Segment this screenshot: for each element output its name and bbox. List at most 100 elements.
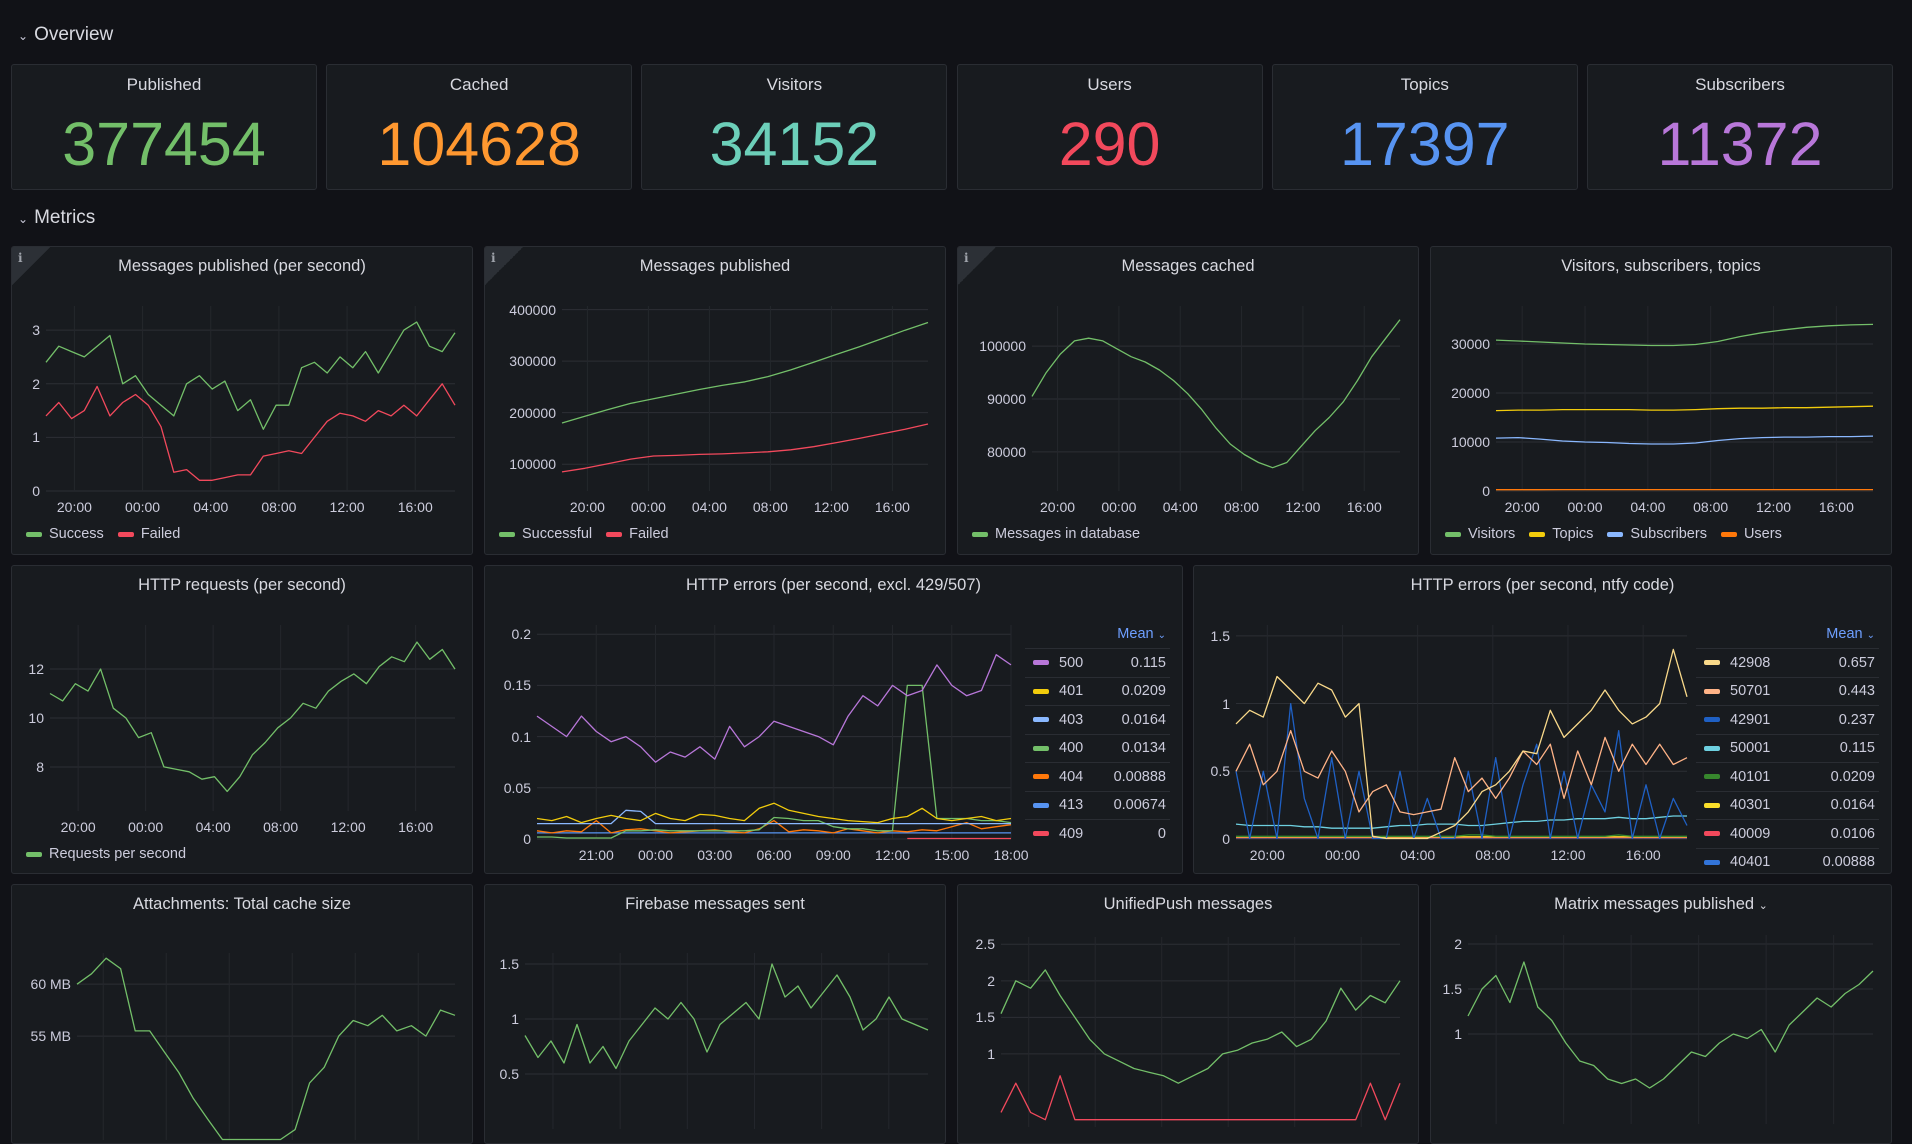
series-line[interactable] bbox=[1001, 1076, 1400, 1120]
panel-title[interactable]: Visitors, subscribers, topics bbox=[1431, 257, 1891, 276]
panel-title[interactable]: Matrix messages published ⌄ bbox=[1431, 895, 1891, 914]
series-line[interactable] bbox=[77, 958, 455, 1139]
panel-title[interactable]: HTTP errors (per second, excl. 429/507) bbox=[485, 576, 1182, 595]
stat-panel-users[interactable]: Users 290 bbox=[957, 64, 1263, 190]
legend-sort-mean[interactable]: Mean ⌄ bbox=[1696, 620, 1879, 648]
series-line-topics[interactable] bbox=[1496, 406, 1873, 410]
legend-item[interactable]: Visitors bbox=[1445, 526, 1515, 542]
legend-item[interactable]: Messages in database bbox=[972, 526, 1140, 542]
panel-title[interactable]: Messages published bbox=[485, 257, 945, 276]
panel-title[interactable]: HTTP requests (per second) bbox=[12, 576, 472, 595]
series-line-subscribers[interactable] bbox=[1496, 436, 1873, 444]
panel-title[interactable]: Firebase messages sent bbox=[485, 895, 945, 914]
x-tick-label: 12:00 bbox=[1285, 499, 1320, 515]
y-tick-label: 0 bbox=[484, 831, 531, 847]
panel-http-errors-per-second-excl-429-507[interactable]: HTTP errors (per second, excl. 429/507) 0… bbox=[484, 565, 1183, 874]
series-line-visitors[interactable] bbox=[1496, 324, 1873, 345]
stat-panel-visitors[interactable]: Visitors 34152 bbox=[641, 64, 947, 190]
panel-title[interactable]: Messages published (per second) bbox=[12, 257, 472, 276]
legend-item[interactable]: Requests per second bbox=[26, 846, 186, 862]
stat-panel-published[interactable]: Published 377454 bbox=[11, 64, 317, 190]
y-tick-label: 400000 bbox=[496, 302, 556, 318]
panel-title[interactable]: HTTP errors (per second, ntfy code) bbox=[1194, 576, 1891, 595]
series-line-failed[interactable] bbox=[46, 384, 455, 481]
legend-item[interactable]: Users bbox=[1721, 526, 1782, 542]
series-line[interactable] bbox=[1001, 970, 1400, 1083]
chart-svg bbox=[46, 306, 455, 491]
legend-item[interactable]: Failed bbox=[606, 526, 669, 542]
series-line-40101[interactable] bbox=[1236, 835, 1687, 836]
legend-item[interactable]: Successful bbox=[499, 526, 592, 542]
x-tick-label: 04:00 bbox=[196, 819, 231, 835]
legend-sort-mean[interactable]: Mean ⌄ bbox=[1025, 620, 1170, 648]
legend-mean: 0.00674 bbox=[1114, 797, 1170, 813]
legend-label: 40009 bbox=[1730, 826, 1831, 842]
panel-title[interactable]: Messages cached bbox=[958, 257, 1418, 276]
panel-title[interactable]: Attachments: Total cache size bbox=[12, 895, 472, 914]
series-line-failed[interactable] bbox=[562, 424, 928, 472]
stat-panel-topics[interactable]: Topics 17397 bbox=[1272, 64, 1578, 190]
legend-swatch bbox=[1033, 803, 1049, 808]
x-tick-label: 12:00 bbox=[1550, 847, 1585, 863]
legend-label: Messages in database bbox=[995, 526, 1140, 542]
legend-item[interactable]: Success bbox=[26, 526, 104, 542]
stat-panel-cached[interactable]: Cached 104628 bbox=[326, 64, 632, 190]
stat-panel-subscribers[interactable]: Subscribers 11372 bbox=[1587, 64, 1893, 190]
series-line-messages-in-database[interactable] bbox=[1032, 320, 1400, 468]
x-tick-label: 08:00 bbox=[261, 499, 296, 515]
series-line-requests-per-second[interactable] bbox=[50, 642, 455, 791]
legend-item[interactable]: Failed bbox=[118, 526, 181, 542]
legend-label: 413 bbox=[1059, 797, 1114, 813]
series-line-42908[interactable] bbox=[1236, 649, 1687, 838]
legend-item[interactable]: Subscribers bbox=[1607, 526, 1707, 542]
chevron-down-icon[interactable]: ⌄ bbox=[1759, 900, 1768, 912]
x-tick-label: 08:00 bbox=[1475, 847, 1510, 863]
legend-item[interactable]: Topics bbox=[1529, 526, 1593, 542]
series-line[interactable] bbox=[1468, 962, 1873, 1088]
y-tick-label: 1 bbox=[1193, 696, 1230, 712]
section-overview-toggle[interactable]: ⌄ Overview bbox=[18, 24, 113, 46]
series-line[interactable] bbox=[525, 964, 928, 1069]
section-metrics-toggle[interactable]: ⌄ Metrics bbox=[18, 207, 95, 229]
legend-mean: 0.0164 bbox=[1831, 797, 1879, 813]
legend: Visitors Topics Subscribers Users bbox=[1445, 526, 1782, 542]
series-line-successful[interactable] bbox=[562, 323, 928, 424]
panel-title[interactable]: UnifiedPush messages bbox=[958, 895, 1418, 914]
